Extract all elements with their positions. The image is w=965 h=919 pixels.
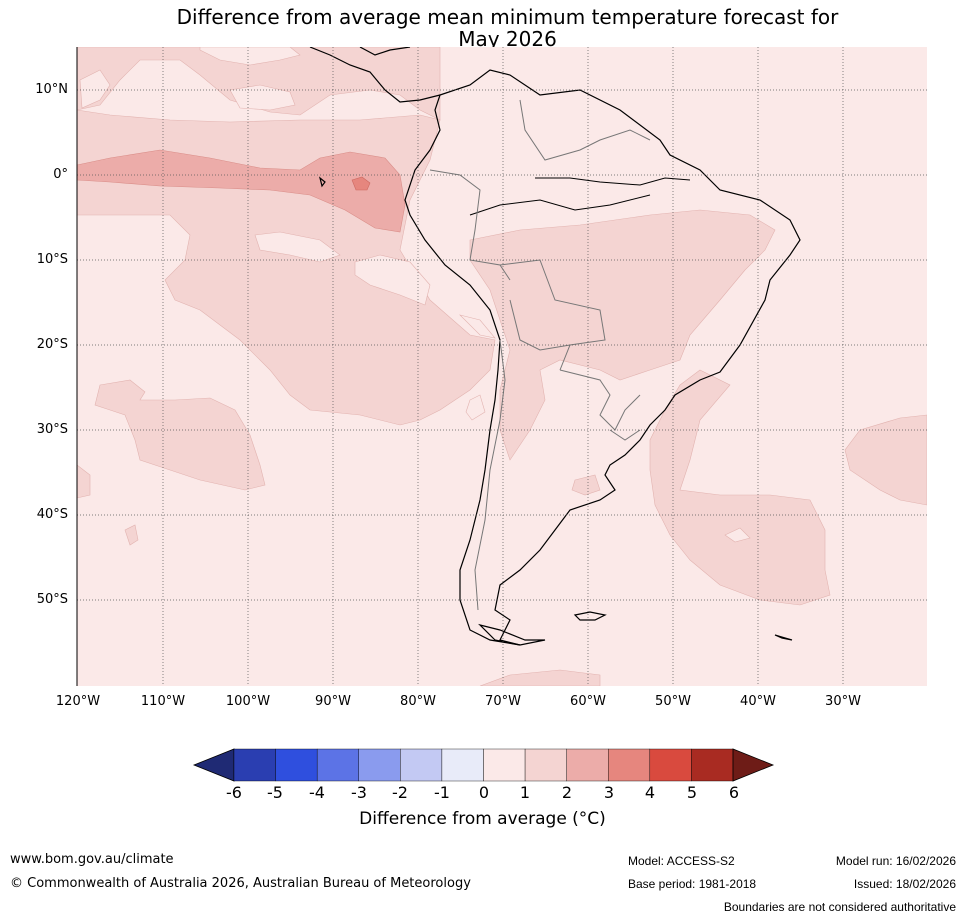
colorbar-tick: -3 xyxy=(351,783,367,802)
south-georgia xyxy=(774,634,793,641)
anomaly-shading xyxy=(77,47,927,686)
footer-model-run: Model run: 16/02/2026 xyxy=(835,854,956,868)
anomaly-region-1-2 xyxy=(469,209,776,461)
colorbar-extension-high xyxy=(732,748,775,782)
lat-label: 0° xyxy=(53,167,68,182)
colorbar xyxy=(192,748,775,782)
colorbar-tick: 3 xyxy=(603,783,615,802)
lat-label: 10°S xyxy=(36,252,68,267)
country-border xyxy=(474,339,506,611)
colorbar-segment xyxy=(566,748,609,782)
colorbar-tick: -5 xyxy=(267,783,283,802)
colorbar-tick: 1 xyxy=(519,783,531,802)
colorbar-tick: 5 xyxy=(686,783,698,802)
colorbar-tick: -4 xyxy=(309,783,325,802)
lon-label: 100°W xyxy=(225,694,271,709)
colorbar-segment xyxy=(233,748,276,782)
anomaly-region-1-2 xyxy=(479,669,601,686)
colorbar-tick: -6 xyxy=(226,783,242,802)
central-america-coastline xyxy=(359,47,411,56)
country-border xyxy=(609,429,641,441)
colorbar-segment xyxy=(441,748,484,782)
colorbar-tick: -2 xyxy=(392,783,408,802)
country-borders xyxy=(429,99,651,611)
anomaly-region-0-1 xyxy=(465,394,486,421)
anomaly-region-0-1 xyxy=(354,254,431,306)
anomaly-region-0-1 xyxy=(459,314,496,339)
colorbar-segment xyxy=(358,748,401,782)
colorbar-tick: 2 xyxy=(561,783,573,802)
footer-issued: Issued: 18/02/2026 xyxy=(853,877,956,891)
colorbar-tick: 4 xyxy=(644,783,656,802)
anomaly-region-0-1 xyxy=(229,84,296,111)
footer-disclaimer: Boundaries are not considered authoritat… xyxy=(723,900,956,914)
colorbar-tick: -1 xyxy=(434,783,450,802)
footer-copyright: © Commonwealth of Australia 2026, Austra… xyxy=(10,876,471,891)
country-border xyxy=(519,99,651,161)
lon-label: 110°W xyxy=(140,694,186,709)
anomaly-region-1-2 xyxy=(94,379,266,491)
anomaly-region-0-1 xyxy=(199,47,301,66)
graticule xyxy=(77,47,927,686)
footer-model: Model: ACCESS-S2 xyxy=(628,854,735,868)
anomaly-region-1-2 xyxy=(124,524,139,546)
lon-label: 60°W xyxy=(570,694,606,709)
footer-url[interactable]: www.bom.gov.au/climate xyxy=(10,852,174,867)
colorbar-segment xyxy=(275,748,318,782)
colorbar-segment xyxy=(649,748,692,782)
galapagos xyxy=(318,176,326,188)
colorbar-segment xyxy=(483,748,526,782)
lon-label: 70°W xyxy=(485,694,521,709)
lat-label: 40°S xyxy=(36,507,68,522)
footer-base-period: Base period: 1981-2018 xyxy=(628,877,757,891)
lat-label: 30°S xyxy=(36,422,68,437)
amazon-tributary xyxy=(469,194,651,216)
anomaly-region-0-1 xyxy=(254,231,341,263)
anomaly-region-0-1 xyxy=(79,69,111,109)
south-america-coastline xyxy=(404,69,801,646)
colorbar-tick: 0 xyxy=(478,783,490,802)
falkland-islands xyxy=(573,611,607,621)
lon-label: 40°W xyxy=(740,694,776,709)
amazon-river xyxy=(535,177,691,186)
anomaly-region-0-1 xyxy=(724,527,751,543)
colorbar-segment xyxy=(316,748,359,782)
anomaly-region-1-2 xyxy=(571,474,601,496)
anomaly-region-1-2 xyxy=(77,464,91,499)
lon-label: 120°W xyxy=(55,694,101,709)
colorbar-segment xyxy=(608,748,651,782)
lat-label: 10°N xyxy=(35,82,68,97)
colorbar-segment xyxy=(691,748,734,782)
anomaly-region-2-3 xyxy=(77,149,406,233)
lon-label: 50°W xyxy=(655,694,691,709)
lon-label: 30°W xyxy=(825,694,861,709)
anomaly-region-3-4 xyxy=(351,176,371,191)
lon-label: 90°W xyxy=(315,694,351,709)
chart-title-line-1: Difference from average mean minimum tem… xyxy=(176,5,839,29)
lon-label: 80°W xyxy=(400,694,436,709)
country-border xyxy=(559,369,641,431)
colorbar-extension-low xyxy=(192,748,235,782)
colorbar-segment xyxy=(524,748,567,782)
colorbar-tick: 6 xyxy=(728,783,740,802)
colorbar-title: Difference from average (°C) xyxy=(359,809,606,829)
lat-label: 20°S xyxy=(36,337,68,352)
tierra-del-fuego xyxy=(478,623,546,646)
anomaly-region-1-2 xyxy=(844,414,927,506)
lat-label: 50°S xyxy=(36,592,68,607)
chart-title-line-2: May 2026 xyxy=(458,27,557,51)
colorbar-segment xyxy=(400,748,443,782)
